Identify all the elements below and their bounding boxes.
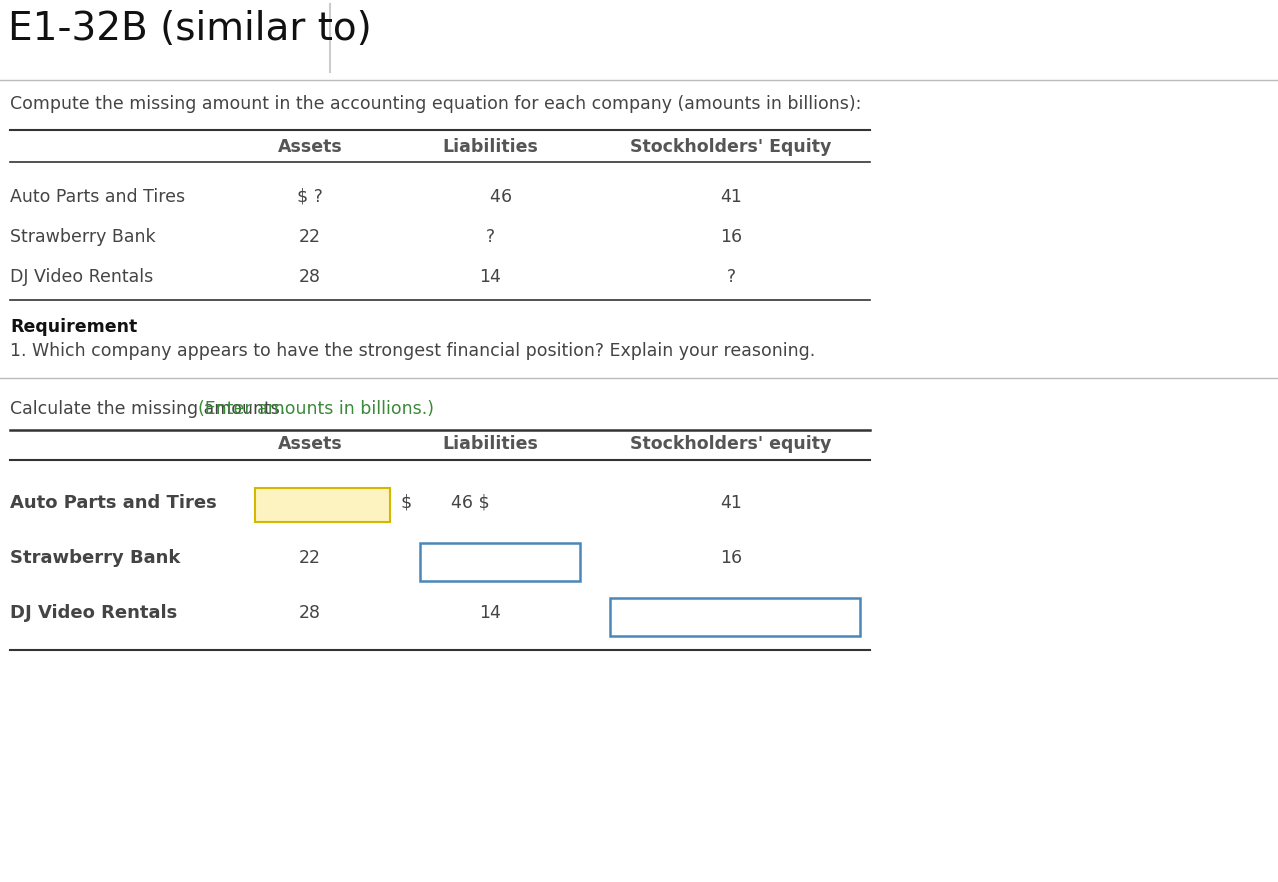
Text: 22: 22 <box>299 549 321 567</box>
Text: Assets: Assets <box>277 435 343 453</box>
FancyBboxPatch shape <box>610 598 860 636</box>
FancyBboxPatch shape <box>420 543 580 581</box>
Text: 28: 28 <box>299 268 321 286</box>
Text: Calculate the missing amounts.: Calculate the missing amounts. <box>10 400 285 418</box>
Text: 41: 41 <box>721 494 743 512</box>
Text: 22: 22 <box>299 228 321 246</box>
Text: E1-32B (similar to): E1-32B (similar to) <box>8 10 372 48</box>
Text: $     46 $: $ 46 $ <box>468 188 512 206</box>
Text: Auto Parts and Tires: Auto Parts and Tires <box>10 494 217 512</box>
Text: Liabilities: Liabilities <box>442 138 538 156</box>
Text: ?: ? <box>486 228 495 246</box>
Text: 1. Which company appears to have the strongest financial position? Explain your : 1. Which company appears to have the str… <box>10 342 815 360</box>
Text: ?: ? <box>727 268 736 286</box>
Text: $ ?: $ ? <box>296 188 323 206</box>
Text: Stockholders' Equity: Stockholders' Equity <box>630 138 832 156</box>
Text: Strawberry Bank: Strawberry Bank <box>10 549 180 567</box>
Text: Auto Parts and Tires: Auto Parts and Tires <box>10 188 185 206</box>
Text: 14: 14 <box>479 604 501 622</box>
Text: Requirement: Requirement <box>10 318 137 336</box>
Text: Compute the missing amount in the accounting equation for each company (amounts : Compute the missing amount in the accoun… <box>10 95 861 113</box>
Text: 46 $: 46 $ <box>451 494 489 512</box>
Text: Liabilities: Liabilities <box>442 435 538 453</box>
Text: Stockholders' equity: Stockholders' equity <box>630 435 832 453</box>
Text: $: $ <box>400 494 412 512</box>
FancyBboxPatch shape <box>256 488 390 522</box>
Text: (Enter amounts in billions.): (Enter amounts in billions.) <box>198 400 435 418</box>
Text: 16: 16 <box>720 549 743 567</box>
Text: 28: 28 <box>299 604 321 622</box>
Text: DJ Video Rentals: DJ Video Rentals <box>10 268 153 286</box>
Text: DJ Video Rentals: DJ Video Rentals <box>10 604 178 622</box>
Text: 14: 14 <box>479 268 501 286</box>
Text: 41: 41 <box>721 188 743 206</box>
Text: Strawberry Bank: Strawberry Bank <box>10 228 156 246</box>
Text: Assets: Assets <box>277 138 343 156</box>
Text: 16: 16 <box>720 228 743 246</box>
